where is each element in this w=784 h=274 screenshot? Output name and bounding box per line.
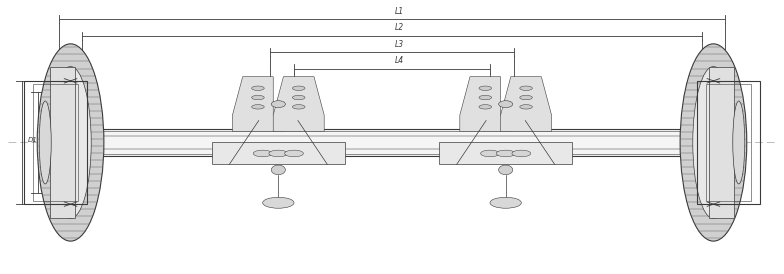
Bar [439, 142, 572, 164]
Ellipse shape [271, 101, 285, 108]
Polygon shape [501, 77, 551, 132]
Ellipse shape [263, 197, 294, 208]
Circle shape [292, 105, 305, 109]
Bar [102, 129, 682, 156]
Circle shape [252, 105, 264, 109]
Ellipse shape [271, 165, 285, 175]
Circle shape [285, 150, 303, 157]
Circle shape [496, 150, 515, 157]
Ellipse shape [39, 101, 51, 184]
Polygon shape [459, 77, 510, 132]
Circle shape [269, 150, 288, 157]
Text: D1: D1 [27, 137, 38, 143]
Ellipse shape [50, 67, 91, 218]
Bar [212, 142, 345, 164]
Text: L1: L1 [395, 7, 405, 16]
Bar [102, 131, 682, 154]
Bar [50, 67, 75, 218]
Ellipse shape [499, 165, 513, 175]
Bar [709, 67, 734, 218]
Circle shape [520, 105, 532, 109]
Circle shape [481, 150, 499, 157]
Circle shape [292, 95, 305, 100]
Circle shape [479, 105, 492, 109]
Bar [697, 81, 760, 204]
Bar [33, 84, 78, 201]
Text: L2: L2 [395, 23, 405, 32]
Circle shape [520, 86, 532, 90]
Circle shape [512, 150, 531, 157]
Circle shape [479, 95, 492, 100]
Circle shape [292, 86, 305, 90]
Polygon shape [232, 77, 283, 132]
Bar [706, 84, 750, 201]
Ellipse shape [38, 44, 103, 241]
Ellipse shape [733, 101, 745, 184]
Text: L4: L4 [395, 56, 405, 65]
Circle shape [252, 86, 264, 90]
Bar [24, 81, 87, 204]
Circle shape [479, 86, 492, 90]
Text: L3: L3 [395, 40, 405, 49]
Ellipse shape [490, 197, 521, 208]
Circle shape [252, 95, 264, 100]
Ellipse shape [499, 101, 513, 108]
Ellipse shape [680, 44, 746, 241]
Polygon shape [274, 77, 324, 132]
Ellipse shape [693, 67, 734, 218]
Circle shape [253, 150, 272, 157]
Circle shape [520, 95, 532, 100]
Text: D2: D2 [43, 137, 53, 143]
